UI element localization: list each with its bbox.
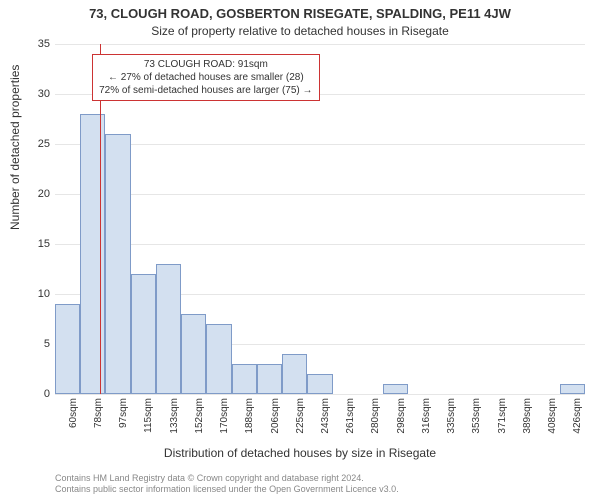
y-tick-label: 25: [38, 138, 50, 150]
histogram-bar: [232, 364, 257, 394]
histogram-bar: [383, 384, 408, 394]
x-tick-label: 261sqm: [345, 398, 356, 434]
x-tick-label: 97sqm: [118, 398, 129, 428]
annotation-line: 72% of semi-detached houses are larger (…: [99, 84, 312, 97]
x-tick-label: 152sqm: [194, 398, 205, 434]
y-tick-label: 30: [38, 88, 50, 100]
attribution-text: Contains HM Land Registry data © Crown c…: [55, 473, 399, 496]
annotation-line: ← 27% of detached houses are smaller (28…: [99, 71, 312, 84]
attribution-line-2: Contains public sector information licen…: [55, 484, 399, 496]
plot-area: 0510152025303560sqm78sqm97sqm115sqm133sq…: [55, 44, 585, 394]
x-tick-label: 225sqm: [295, 398, 306, 434]
histogram-bar: [257, 364, 282, 394]
annotation-line: 73 CLOUGH ROAD: 91sqm: [99, 58, 312, 71]
x-tick-label: 335sqm: [446, 398, 457, 434]
x-tick-label: 280sqm: [370, 398, 381, 434]
attribution-line-1: Contains HM Land Registry data © Crown c…: [55, 473, 399, 485]
x-tick-label: 115sqm: [143, 398, 154, 433]
histogram-bar: [156, 264, 181, 394]
y-tick-label: 5: [44, 338, 50, 350]
x-tick-label: 389sqm: [522, 398, 533, 434]
x-tick-label: 133sqm: [169, 398, 180, 434]
histogram-bar: [560, 384, 585, 394]
histogram-bar: [206, 324, 231, 394]
x-tick-label: 353sqm: [471, 398, 482, 434]
histogram-bar: [80, 114, 105, 394]
y-tick-label: 10: [38, 288, 50, 300]
annotation-box: 73 CLOUGH ROAD: 91sqm← 27% of detached h…: [92, 54, 319, 101]
x-tick-label: 316sqm: [421, 398, 432, 434]
histogram-bar: [131, 274, 156, 394]
chart-container: 73, CLOUGH ROAD, GOSBERTON RISEGATE, SPA…: [0, 0, 600, 500]
y-tick-label: 20: [38, 188, 50, 200]
histogram-bar: [282, 354, 307, 394]
histogram-bar: [55, 304, 80, 394]
histogram-bar: [307, 374, 332, 394]
x-tick-label: 408sqm: [547, 398, 558, 434]
x-tick-label: 170sqm: [219, 398, 230, 434]
y-axis-label: Number of detached properties: [8, 65, 22, 230]
x-tick-label: 188sqm: [244, 398, 255, 434]
chart-title-main: 73, CLOUGH ROAD, GOSBERTON RISEGATE, SPA…: [0, 6, 600, 21]
y-tick-label: 0: [44, 388, 50, 400]
x-tick-label: 371sqm: [497, 398, 508, 434]
x-tick-label: 206sqm: [270, 398, 281, 434]
x-tick-label: 243sqm: [320, 398, 331, 434]
x-tick-label: 298sqm: [396, 398, 407, 434]
y-tick-label: 35: [38, 38, 50, 50]
chart-title-sub: Size of property relative to detached ho…: [0, 24, 600, 38]
y-tick-label: 15: [38, 238, 50, 250]
x-tick-label: 60sqm: [68, 398, 79, 428]
x-axis-label: Distribution of detached houses by size …: [0, 446, 600, 460]
gridline: [55, 394, 585, 395]
x-tick-label: 78sqm: [93, 398, 104, 428]
histogram-bar: [105, 134, 130, 394]
histogram-bar: [181, 314, 206, 394]
x-tick-label: 426sqm: [572, 398, 583, 434]
